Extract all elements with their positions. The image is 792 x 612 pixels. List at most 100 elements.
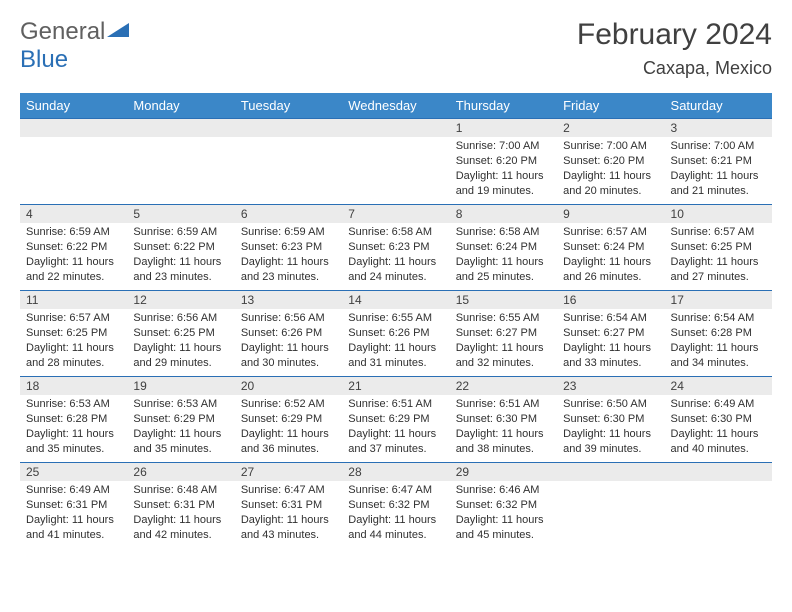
day-number: 19 [127,376,234,395]
day-number: 22 [450,376,557,395]
calendar-week-row: 11Sunrise: 6:57 AMSunset: 6:25 PMDayligh… [20,290,772,376]
day-data [342,137,449,143]
calendar-cell: 2Sunrise: 7:00 AMSunset: 6:20 PMDaylight… [557,118,664,204]
day-data [235,137,342,143]
daylight: Daylight: 11 hours and 29 minutes. [133,341,228,371]
sunrise: Sunrise: 6:57 AM [563,225,658,240]
day-data: Sunrise: 6:47 AMSunset: 6:31 PMDaylight:… [235,481,342,546]
calendar-cell: 14Sunrise: 6:55 AMSunset: 6:26 PMDayligh… [342,290,449,376]
sunrise: Sunrise: 6:47 AM [241,483,336,498]
calendar-cell: 6Sunrise: 6:59 AMSunset: 6:23 PMDaylight… [235,204,342,290]
logo-word1: General [20,18,105,45]
sunset: Sunset: 6:31 PM [133,498,228,513]
daylight: Daylight: 11 hours and 31 minutes. [348,341,443,371]
day-data: Sunrise: 6:55 AMSunset: 6:27 PMDaylight:… [450,309,557,374]
daylight: Daylight: 11 hours and 33 minutes. [563,341,658,371]
day-data: Sunrise: 6:57 AMSunset: 6:25 PMDaylight:… [665,223,772,288]
sunset: Sunset: 6:31 PM [26,498,121,513]
day-of-week-row: SundayMondayTuesdayWednesdayThursdayFrid… [20,93,772,118]
sunset: Sunset: 6:31 PM [241,498,336,513]
calendar-cell: 24Sunrise: 6:49 AMSunset: 6:30 PMDayligh… [665,376,772,462]
sunrise: Sunrise: 6:56 AM [241,311,336,326]
day-number: 28 [342,462,449,481]
calendar-cell [235,118,342,204]
sunrise: Sunrise: 6:50 AM [563,397,658,412]
sunrise: Sunrise: 6:49 AM [26,483,121,498]
calendar-cell: 4Sunrise: 6:59 AMSunset: 6:22 PMDaylight… [20,204,127,290]
day-data: Sunrise: 6:46 AMSunset: 6:32 PMDaylight:… [450,481,557,546]
day-data: Sunrise: 6:50 AMSunset: 6:30 PMDaylight:… [557,395,664,460]
day-data: Sunrise: 6:55 AMSunset: 6:26 PMDaylight:… [342,309,449,374]
sunset: Sunset: 6:24 PM [456,240,551,255]
day-number: 3 [665,118,772,137]
calendar-head: SundayMondayTuesdayWednesdayThursdayFrid… [20,93,772,118]
sunrise: Sunrise: 6:54 AM [563,311,658,326]
sunset: Sunset: 6:22 PM [26,240,121,255]
sunset: Sunset: 6:28 PM [26,412,121,427]
calendar-cell [557,462,664,548]
sunset: Sunset: 6:27 PM [456,326,551,341]
calendar-cell: 18Sunrise: 6:53 AMSunset: 6:28 PMDayligh… [20,376,127,462]
sunrise: Sunrise: 6:58 AM [456,225,551,240]
day-data: Sunrise: 7:00 AMSunset: 6:21 PMDaylight:… [665,137,772,202]
day-number: 12 [127,290,234,309]
calendar-table: SundayMondayTuesdayWednesdayThursdayFrid… [20,93,772,548]
sunset: Sunset: 6:32 PM [456,498,551,513]
day-data: Sunrise: 6:47 AMSunset: 6:32 PMDaylight:… [342,481,449,546]
calendar-cell: 23Sunrise: 6:50 AMSunset: 6:30 PMDayligh… [557,376,664,462]
daylight: Daylight: 11 hours and 23 minutes. [133,255,228,285]
daylight: Daylight: 11 hours and 45 minutes. [456,513,551,543]
sunset: Sunset: 6:25 PM [26,326,121,341]
day-number: 13 [235,290,342,309]
daylight: Daylight: 11 hours and 42 minutes. [133,513,228,543]
calendar-cell: 16Sunrise: 6:54 AMSunset: 6:27 PMDayligh… [557,290,664,376]
day-number: 23 [557,376,664,395]
day-header: Monday [127,93,234,118]
daylight: Daylight: 11 hours and 26 minutes. [563,255,658,285]
daylight: Daylight: 11 hours and 41 minutes. [26,513,121,543]
logo-triangle-icon [105,18,131,46]
logo-text: General Blue [20,18,131,74]
day-data: Sunrise: 6:53 AMSunset: 6:29 PMDaylight:… [127,395,234,460]
day-data: Sunrise: 7:00 AMSunset: 6:20 PMDaylight:… [557,137,664,202]
day-data: Sunrise: 6:56 AMSunset: 6:25 PMDaylight:… [127,309,234,374]
location: Caxapa, Mexico [577,58,772,79]
sunrise: Sunrise: 6:51 AM [348,397,443,412]
sunrise: Sunrise: 7:00 AM [671,139,766,154]
calendar-cell: 15Sunrise: 6:55 AMSunset: 6:27 PMDayligh… [450,290,557,376]
sunrise: Sunrise: 6:47 AM [348,483,443,498]
calendar-cell: 17Sunrise: 6:54 AMSunset: 6:28 PMDayligh… [665,290,772,376]
day-data: Sunrise: 6:54 AMSunset: 6:28 PMDaylight:… [665,309,772,374]
logo: General Blue [20,18,131,74]
day-number: 2 [557,118,664,137]
sunrise: Sunrise: 6:59 AM [133,225,228,240]
sunset: Sunset: 6:32 PM [348,498,443,513]
sunset: Sunset: 6:20 PM [456,154,551,169]
sunrise: Sunrise: 6:58 AM [348,225,443,240]
day-number: 14 [342,290,449,309]
daylight: Daylight: 11 hours and 20 minutes. [563,169,658,199]
calendar-cell [665,462,772,548]
day-data: Sunrise: 6:59 AMSunset: 6:22 PMDaylight:… [20,223,127,288]
day-number [557,462,664,481]
day-number: 9 [557,204,664,223]
calendar-cell: 11Sunrise: 6:57 AMSunset: 6:25 PMDayligh… [20,290,127,376]
day-number: 27 [235,462,342,481]
day-number: 5 [127,204,234,223]
day-number: 20 [235,376,342,395]
sunset: Sunset: 6:29 PM [133,412,228,427]
daylight: Daylight: 11 hours and 35 minutes. [26,427,121,457]
daylight: Daylight: 11 hours and 38 minutes. [456,427,551,457]
sunset: Sunset: 6:25 PM [133,326,228,341]
day-data [557,481,664,487]
sunset: Sunset: 6:26 PM [241,326,336,341]
day-number: 10 [665,204,772,223]
calendar-cell: 7Sunrise: 6:58 AMSunset: 6:23 PMDaylight… [342,204,449,290]
day-data: Sunrise: 6:52 AMSunset: 6:29 PMDaylight:… [235,395,342,460]
daylight: Daylight: 11 hours and 44 minutes. [348,513,443,543]
calendar-cell: 25Sunrise: 6:49 AMSunset: 6:31 PMDayligh… [20,462,127,548]
calendar-body: 1Sunrise: 7:00 AMSunset: 6:20 PMDaylight… [20,118,772,548]
calendar-week-row: 18Sunrise: 6:53 AMSunset: 6:28 PMDayligh… [20,376,772,462]
month-title: February 2024 [577,18,772,52]
daylight: Daylight: 11 hours and 19 minutes. [456,169,551,199]
